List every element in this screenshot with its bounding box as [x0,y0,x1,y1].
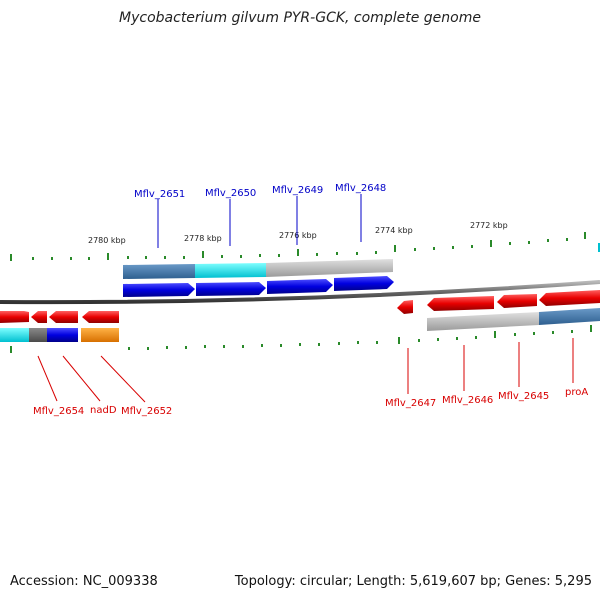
gene-arrow-mflv-2646 [427,296,494,311]
scale-label-2778: 2778 kbp [184,234,222,243]
gene-arrow-mflv-2648 [334,276,394,291]
genome-backbone [0,280,600,305]
gene-arrow-mflv-2651 [123,283,195,297]
gene-arrow-proa [539,290,600,306]
scale-label-2772: 2772 kbp [470,221,508,230]
accession-text: Accession: NC_009338 [10,574,158,589]
upper-tick-marks [10,232,586,261]
scale-label-2776: 2776 kbp [279,231,317,240]
gene-arrow-left-a [0,311,29,323]
gene-arrow-left-d [82,311,119,323]
gene-arrow-left-b [31,311,47,323]
scale-label-2780: 2780 kbp [88,236,126,245]
gene-label-mflv-2652[interactable]: Mflv_2652 [121,406,172,417]
gene-label-mflv-2650[interactable]: Mflv_2650 [205,188,256,199]
gene-label-mflv-2648[interactable]: Mflv_2648 [335,183,386,194]
gene-label-mflv-2654[interactable]: Mflv_2654 [33,406,84,417]
gene-label-mflv-2647[interactable]: Mflv_2647 [385,398,436,409]
edge-feature-fragment [598,243,600,252]
upper-category-strip [123,259,393,279]
scale-label-2774: 2774 kbp [375,226,413,235]
genome-summary-text: Topology: circular; Length: 5,619,607 bp… [234,574,592,589]
gene-arrow-left-c [49,311,78,323]
reverse-gene-arrows-right [397,290,600,314]
reverse-gene-arrows-left [0,311,119,323]
lower-tick-marks [10,325,592,353]
gene-arrow-mflv-2649 [267,279,333,294]
gene-arrow-mflv-2645 [497,294,537,308]
gene-label-mflv-2645[interactable]: Mflv_2645 [498,391,549,402]
gene-label-nadd[interactable]: nadD [90,405,117,416]
gene-label-proa[interactable]: proA [565,387,588,398]
forward-gene-arrows [123,276,394,297]
lower-category-strip-right [427,308,600,331]
gene-arrow-mflv-2647 [397,300,413,314]
lower-category-strip-left [0,328,119,342]
gene-label-mflv-2651[interactable]: Mflv_2651 [134,189,185,200]
genome-title: Mycobacterium gilvum PYR-GCK, complete g… [119,10,481,26]
gene-arrow-mflv-2650 [196,282,266,296]
gene-label-mflv-2649[interactable]: Mflv_2649 [272,185,323,196]
gene-label-mflv-2646[interactable]: Mflv_2646 [442,395,493,406]
